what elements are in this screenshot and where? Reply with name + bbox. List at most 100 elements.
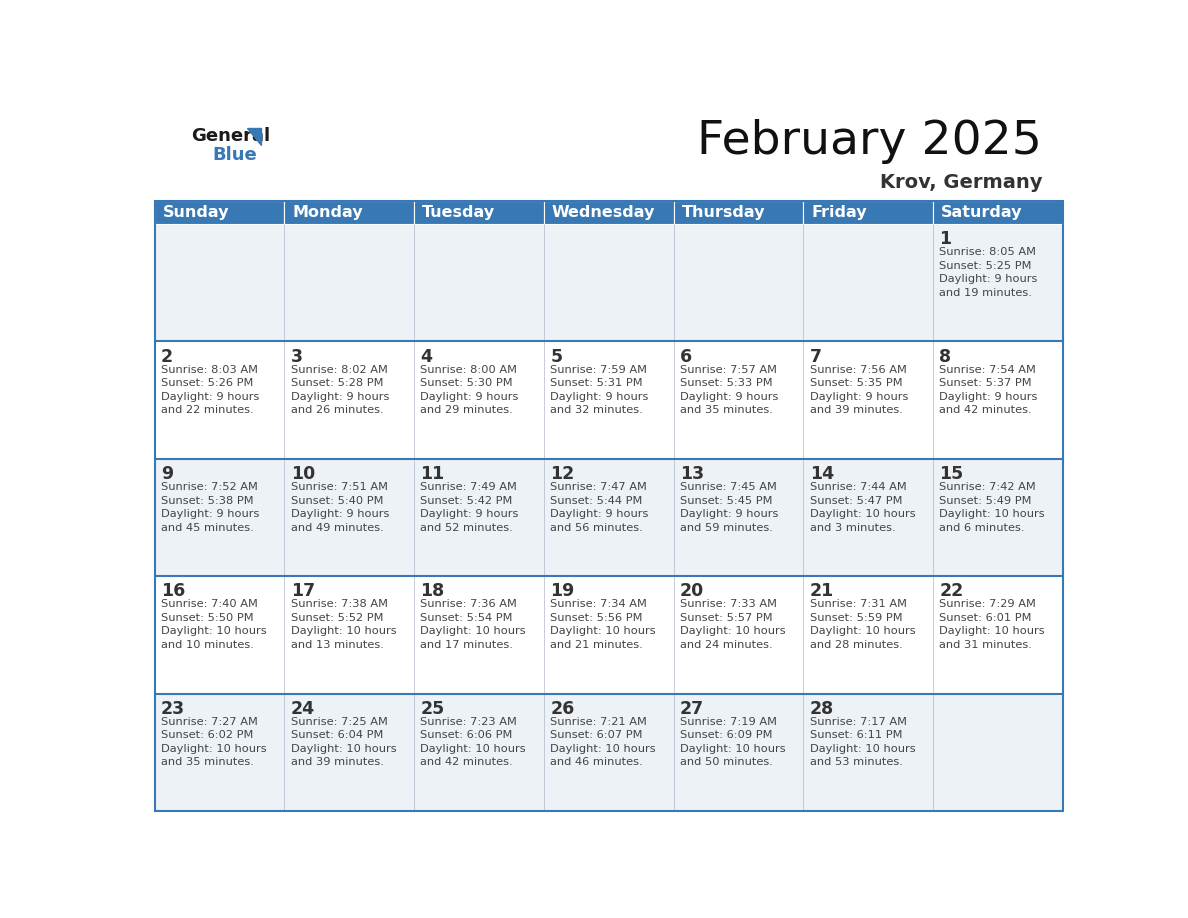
Text: 12: 12 bbox=[550, 465, 575, 483]
Text: Sunrise: 7:40 AM
Sunset: 5:50 PM
Daylight: 10 hours
and 10 minutes.: Sunrise: 7:40 AM Sunset: 5:50 PM Dayligh… bbox=[160, 599, 266, 650]
Bar bbox=[284, 577, 415, 693]
Text: 17: 17 bbox=[291, 582, 315, 600]
Text: Sunday: Sunday bbox=[163, 205, 229, 220]
Text: Friday: Friday bbox=[811, 205, 867, 220]
Text: 27: 27 bbox=[680, 700, 704, 718]
Text: Tuesday: Tuesday bbox=[422, 205, 495, 220]
Bar bbox=[415, 224, 544, 341]
Bar bbox=[803, 577, 934, 693]
Bar bbox=[415, 201, 544, 224]
Text: Sunrise: 7:51 AM
Sunset: 5:40 PM
Daylight: 9 hours
and 49 minutes.: Sunrise: 7:51 AM Sunset: 5:40 PM Dayligh… bbox=[291, 482, 388, 532]
Text: 18: 18 bbox=[421, 582, 444, 600]
Bar bbox=[544, 693, 674, 811]
Bar bbox=[803, 459, 934, 577]
Text: Sunrise: 7:38 AM
Sunset: 5:52 PM
Daylight: 10 hours
and 13 minutes.: Sunrise: 7:38 AM Sunset: 5:52 PM Dayligh… bbox=[291, 599, 397, 650]
Bar bbox=[154, 693, 284, 811]
Bar bbox=[674, 341, 803, 459]
Bar bbox=[803, 693, 934, 811]
Text: Sunrise: 7:42 AM
Sunset: 5:49 PM
Daylight: 10 hours
and 6 minutes.: Sunrise: 7:42 AM Sunset: 5:49 PM Dayligh… bbox=[940, 482, 1045, 532]
Text: Sunrise: 7:25 AM
Sunset: 6:04 PM
Daylight: 10 hours
and 39 minutes.: Sunrise: 7:25 AM Sunset: 6:04 PM Dayligh… bbox=[291, 717, 397, 767]
Text: Sunrise: 7:19 AM
Sunset: 6:09 PM
Daylight: 10 hours
and 50 minutes.: Sunrise: 7:19 AM Sunset: 6:09 PM Dayligh… bbox=[680, 717, 785, 767]
Text: Sunrise: 7:49 AM
Sunset: 5:42 PM
Daylight: 9 hours
and 52 minutes.: Sunrise: 7:49 AM Sunset: 5:42 PM Dayligh… bbox=[421, 482, 519, 532]
Text: Sunrise: 7:47 AM
Sunset: 5:44 PM
Daylight: 9 hours
and 56 minutes.: Sunrise: 7:47 AM Sunset: 5:44 PM Dayligh… bbox=[550, 482, 649, 532]
Bar bbox=[284, 459, 415, 577]
Bar bbox=[415, 459, 544, 577]
Bar bbox=[674, 459, 803, 577]
Bar bbox=[544, 459, 674, 577]
Text: Sunrise: 7:33 AM
Sunset: 5:57 PM
Daylight: 10 hours
and 24 minutes.: Sunrise: 7:33 AM Sunset: 5:57 PM Dayligh… bbox=[680, 599, 785, 650]
Text: Sunrise: 8:02 AM
Sunset: 5:28 PM
Daylight: 9 hours
and 26 minutes.: Sunrise: 8:02 AM Sunset: 5:28 PM Dayligh… bbox=[291, 364, 388, 415]
Text: General: General bbox=[191, 127, 270, 145]
Bar bbox=[284, 341, 415, 459]
Text: Sunrise: 7:36 AM
Sunset: 5:54 PM
Daylight: 10 hours
and 17 minutes.: Sunrise: 7:36 AM Sunset: 5:54 PM Dayligh… bbox=[421, 599, 526, 650]
Bar bbox=[284, 201, 415, 224]
Text: 14: 14 bbox=[810, 465, 834, 483]
Text: 4: 4 bbox=[421, 348, 432, 365]
Text: 22: 22 bbox=[940, 582, 963, 600]
Text: Wednesday: Wednesday bbox=[551, 205, 655, 220]
Text: 24: 24 bbox=[291, 700, 315, 718]
Text: 5: 5 bbox=[550, 348, 562, 365]
Text: 16: 16 bbox=[160, 582, 185, 600]
Text: 8: 8 bbox=[940, 348, 952, 365]
Bar bbox=[154, 341, 284, 459]
Text: Sunrise: 7:17 AM
Sunset: 6:11 PM
Daylight: 10 hours
and 53 minutes.: Sunrise: 7:17 AM Sunset: 6:11 PM Dayligh… bbox=[810, 717, 915, 767]
Bar bbox=[415, 693, 544, 811]
Text: Sunrise: 7:29 AM
Sunset: 6:01 PM
Daylight: 10 hours
and 31 minutes.: Sunrise: 7:29 AM Sunset: 6:01 PM Dayligh… bbox=[940, 599, 1045, 650]
Text: Sunrise: 7:45 AM
Sunset: 5:45 PM
Daylight: 9 hours
and 59 minutes.: Sunrise: 7:45 AM Sunset: 5:45 PM Dayligh… bbox=[680, 482, 778, 532]
Text: Sunrise: 7:56 AM
Sunset: 5:35 PM
Daylight: 9 hours
and 39 minutes.: Sunrise: 7:56 AM Sunset: 5:35 PM Dayligh… bbox=[810, 364, 908, 415]
Bar bbox=[154, 201, 284, 224]
Text: Sunrise: 7:21 AM
Sunset: 6:07 PM
Daylight: 10 hours
and 46 minutes.: Sunrise: 7:21 AM Sunset: 6:07 PM Dayligh… bbox=[550, 717, 656, 767]
Text: 19: 19 bbox=[550, 582, 575, 600]
Text: February 2025: February 2025 bbox=[697, 119, 1042, 164]
Text: Thursday: Thursday bbox=[682, 205, 765, 220]
Bar bbox=[154, 577, 284, 693]
Bar bbox=[154, 224, 284, 341]
Text: 3: 3 bbox=[291, 348, 303, 365]
Bar bbox=[154, 459, 284, 577]
Text: Blue: Blue bbox=[213, 146, 258, 163]
Text: 1: 1 bbox=[940, 230, 952, 248]
Text: 26: 26 bbox=[550, 700, 575, 718]
Bar bbox=[803, 224, 934, 341]
Bar bbox=[284, 693, 415, 811]
Bar bbox=[934, 224, 1063, 341]
Text: 21: 21 bbox=[810, 582, 834, 600]
Text: Sunrise: 7:59 AM
Sunset: 5:31 PM
Daylight: 9 hours
and 32 minutes.: Sunrise: 7:59 AM Sunset: 5:31 PM Dayligh… bbox=[550, 364, 649, 415]
Text: 13: 13 bbox=[680, 465, 704, 483]
Text: Sunrise: 7:52 AM
Sunset: 5:38 PM
Daylight: 9 hours
and 45 minutes.: Sunrise: 7:52 AM Sunset: 5:38 PM Dayligh… bbox=[160, 482, 259, 532]
Bar bbox=[415, 577, 544, 693]
Bar bbox=[934, 577, 1063, 693]
Text: 7: 7 bbox=[810, 348, 822, 365]
Bar bbox=[934, 341, 1063, 459]
Text: Sunrise: 7:34 AM
Sunset: 5:56 PM
Daylight: 10 hours
and 21 minutes.: Sunrise: 7:34 AM Sunset: 5:56 PM Dayligh… bbox=[550, 599, 656, 650]
Bar bbox=[674, 201, 803, 224]
Bar bbox=[934, 201, 1063, 224]
Text: Krov, Germany: Krov, Germany bbox=[879, 174, 1042, 192]
Text: 2: 2 bbox=[160, 348, 173, 365]
Bar bbox=[154, 201, 1063, 811]
Bar bbox=[934, 693, 1063, 811]
Bar bbox=[674, 693, 803, 811]
Bar bbox=[415, 341, 544, 459]
Text: Sunrise: 8:00 AM
Sunset: 5:30 PM
Daylight: 9 hours
and 29 minutes.: Sunrise: 8:00 AM Sunset: 5:30 PM Dayligh… bbox=[421, 364, 519, 415]
Bar bbox=[544, 341, 674, 459]
Text: Sunrise: 8:03 AM
Sunset: 5:26 PM
Daylight: 9 hours
and 22 minutes.: Sunrise: 8:03 AM Sunset: 5:26 PM Dayligh… bbox=[160, 364, 259, 415]
Text: Sunrise: 7:31 AM
Sunset: 5:59 PM
Daylight: 10 hours
and 28 minutes.: Sunrise: 7:31 AM Sunset: 5:59 PM Dayligh… bbox=[810, 599, 915, 650]
Polygon shape bbox=[247, 128, 261, 145]
Text: 10: 10 bbox=[291, 465, 315, 483]
Bar bbox=[803, 341, 934, 459]
Text: Monday: Monday bbox=[292, 205, 362, 220]
Bar bbox=[674, 577, 803, 693]
Text: Saturday: Saturday bbox=[941, 205, 1023, 220]
Text: 23: 23 bbox=[160, 700, 185, 718]
Text: Sunrise: 7:54 AM
Sunset: 5:37 PM
Daylight: 9 hours
and 42 minutes.: Sunrise: 7:54 AM Sunset: 5:37 PM Dayligh… bbox=[940, 364, 1038, 415]
Bar bbox=[674, 224, 803, 341]
Bar bbox=[544, 577, 674, 693]
Text: Sunrise: 8:05 AM
Sunset: 5:25 PM
Daylight: 9 hours
and 19 minutes.: Sunrise: 8:05 AM Sunset: 5:25 PM Dayligh… bbox=[940, 247, 1038, 298]
Text: 28: 28 bbox=[810, 700, 834, 718]
Bar bbox=[803, 201, 934, 224]
Bar bbox=[544, 201, 674, 224]
Text: Sunrise: 7:27 AM
Sunset: 6:02 PM
Daylight: 10 hours
and 35 minutes.: Sunrise: 7:27 AM Sunset: 6:02 PM Dayligh… bbox=[160, 717, 266, 767]
Bar bbox=[284, 224, 415, 341]
